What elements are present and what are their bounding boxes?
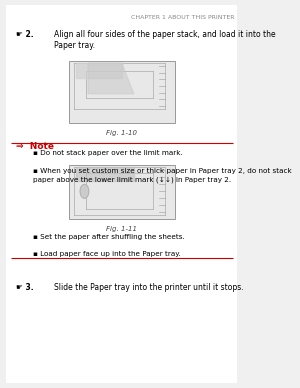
Text: ☛ 2.: ☛ 2. (16, 30, 34, 39)
Polygon shape (76, 167, 134, 180)
Text: ▪ When you set custom size or thick paper in Paper tray 2, do not stack
paper ab: ▪ When you set custom size or thick pape… (33, 168, 291, 183)
Polygon shape (88, 63, 134, 94)
Text: ▪ Set the paper after shuffling the sheets.: ▪ Set the paper after shuffling the shee… (33, 234, 184, 241)
Text: ▪ Do not stack paper over the limit mark.: ▪ Do not stack paper over the limit mark… (33, 151, 182, 156)
Text: Fig. 1-11: Fig. 1-11 (106, 226, 137, 232)
Text: Align all four sides of the paper stack, and load it into the Paper tray.: Align all four sides of the paper stack,… (54, 30, 276, 50)
Text: ☛ 3.: ☛ 3. (16, 282, 34, 292)
Text: Fig. 1-10: Fig. 1-10 (106, 130, 137, 136)
Text: Slide the Paper tray into the printer until it stops.: Slide the Paper tray into the printer un… (54, 282, 244, 292)
FancyBboxPatch shape (69, 165, 175, 219)
Polygon shape (76, 63, 122, 78)
Text: ▪ Load paper face up into the Paper tray.: ▪ Load paper face up into the Paper tray… (33, 251, 180, 256)
FancyBboxPatch shape (6, 5, 237, 383)
Text: CHAPTER 1 ABOUT THIS PRINTER: CHAPTER 1 ABOUT THIS PRINTER (131, 15, 235, 20)
FancyBboxPatch shape (69, 61, 175, 123)
Circle shape (80, 184, 89, 198)
Text: ⇒  Note: ⇒ Note (16, 142, 54, 151)
